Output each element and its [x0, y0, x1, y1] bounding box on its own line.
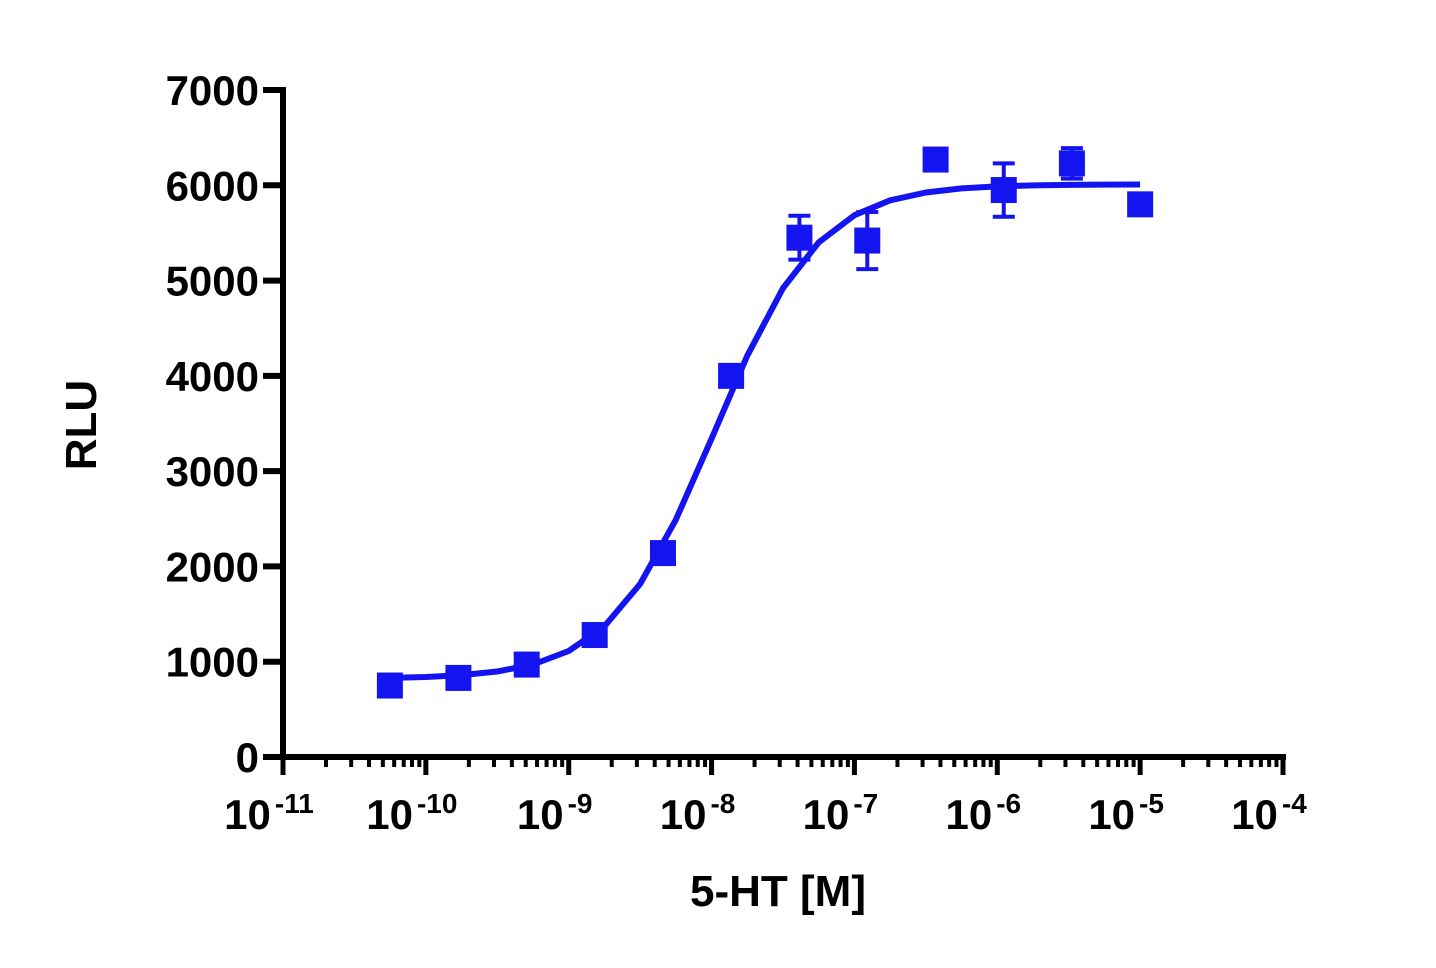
- x-tick-exponent: -7: [853, 788, 878, 819]
- x-axis-label: 5-HT [M]: [690, 867, 866, 916]
- x-tick-label: 10 -5: [1088, 788, 1164, 838]
- x-tick-exponent: -9: [568, 788, 593, 819]
- x-tick-label: 10 -6: [945, 788, 1021, 838]
- x-tick-base: 10: [660, 791, 707, 838]
- data-point: [990, 177, 1017, 204]
- x-tick-exponent: -4: [1282, 788, 1307, 819]
- data-point: [445, 664, 472, 691]
- y-tick-label: 6000: [166, 162, 259, 209]
- data-point: [1058, 150, 1085, 177]
- x-tick-base: 10: [224, 791, 271, 838]
- x-tick-exponent: -10: [417, 788, 457, 819]
- x-tick-base: 10: [945, 791, 992, 838]
- x-tick-base: 10: [803, 791, 850, 838]
- fit-curve: [389, 181, 1141, 681]
- x-tick-base: 10: [1088, 791, 1135, 838]
- y-tick-label: 1000: [166, 639, 259, 686]
- data-point: [718, 362, 745, 389]
- x-tick-label: 10 -4: [1231, 788, 1307, 838]
- data-point: [649, 540, 676, 567]
- x-tick-exponent: -6: [996, 788, 1021, 819]
- data-point: [922, 146, 949, 173]
- x-tick-base: 10: [1231, 791, 1278, 838]
- y-tick-label: 7000: [166, 67, 259, 114]
- data-point: [581, 622, 608, 649]
- x-tick-base: 10: [517, 791, 564, 838]
- data-point: [1127, 191, 1154, 218]
- data-point: [376, 672, 403, 699]
- x-tick-exponent: -8: [710, 788, 735, 819]
- data-point: [513, 651, 540, 678]
- y-tick-label: 2000: [166, 543, 259, 590]
- y-axis-label: RLU: [57, 380, 106, 470]
- x-tick-label: 10 -8: [660, 788, 736, 838]
- y-tick-label: 0: [236, 734, 259, 781]
- x-tick-exponent: -11: [275, 788, 314, 819]
- x-tick-label: 10 -9: [517, 788, 593, 838]
- data-point: [786, 224, 813, 251]
- x-tick-base: 10: [366, 791, 413, 838]
- y-tick-label: 3000: [166, 448, 259, 495]
- x-tick-label: 10 -11: [224, 788, 314, 838]
- y-tick-label: 5000: [166, 258, 259, 305]
- x-tick-label: 10 -10: [366, 788, 457, 838]
- x-tick-label: 10 -7: [803, 788, 879, 838]
- x-tick-exponent: -5: [1139, 788, 1164, 819]
- data-point: [854, 227, 881, 254]
- y-tick-label: 4000: [166, 353, 259, 400]
